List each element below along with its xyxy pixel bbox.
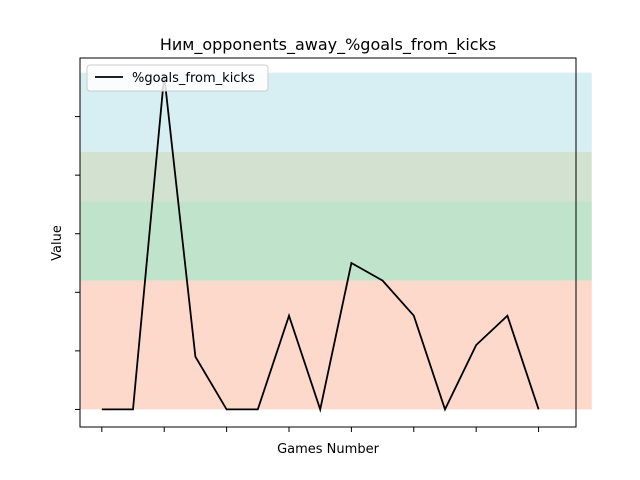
- chart-title: Ним_opponents_away_%goals_from_kicks: [160, 35, 496, 55]
- background-bands: [79, 72, 592, 410]
- legend-entry-label: %goals_from_kicks: [132, 71, 255, 86]
- plot-frame: [79, 57, 577, 428]
- axis-ticks: [75, 116, 540, 432]
- background-band-0: [79, 280, 592, 410]
- series-line: [101, 75, 540, 413]
- background-band-2: [79, 151, 592, 202]
- legend: %goals_from_kicks: [86, 64, 269, 92]
- y-axis-label: Value: [50, 225, 65, 261]
- x-axis-label: Games Number: [277, 442, 379, 457]
- legend-box: [86, 64, 269, 92]
- background-band-1: [79, 201, 592, 281]
